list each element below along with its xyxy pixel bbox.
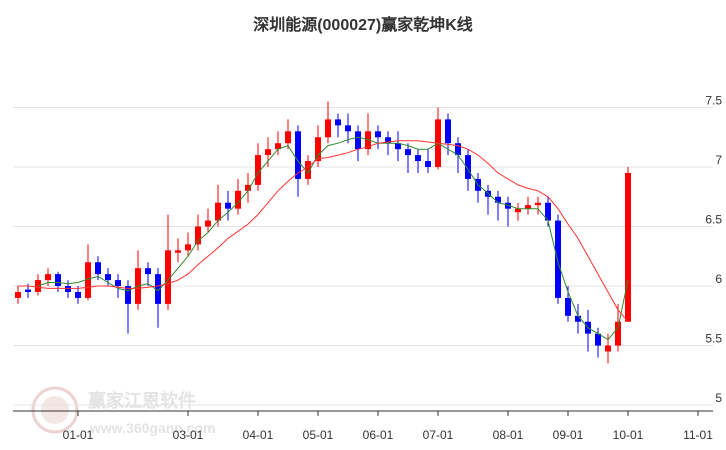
candle-body [425,161,431,168]
candle-body [465,155,471,179]
candle-body [25,289,31,292]
candle-body [185,244,191,251]
candle-body [605,345,611,352]
candle-body [245,184,251,191]
watermark-logo [31,386,79,434]
candle-body [65,286,71,292]
y-tick-label: 6 [715,272,722,286]
candle-body [165,250,171,304]
candle-body [365,131,371,150]
candle-body [445,119,451,144]
candle-body [625,172,631,322]
x-tick-label: 04-01 [243,428,274,442]
x-tick-label: 07-01 [423,428,454,442]
candle-body [535,202,541,206]
candle-body [55,274,61,287]
y-tick-label: 5 [715,391,722,405]
candle-body [35,280,41,292]
candle-body [325,119,331,138]
candle-body [85,262,91,298]
candle-body [285,131,291,144]
candle-body [375,131,381,138]
y-tick-label: 7.5 [705,94,722,108]
moving-average-line [37,136,629,341]
candle-body [115,280,121,287]
candle-body [75,291,81,298]
x-tick-label: 08-01 [493,428,524,442]
candle-body [405,149,411,156]
candle-body [515,208,521,213]
watermark-name: 赢家江恩软件 [88,390,196,411]
candle-body [545,202,551,221]
candle-body [145,268,151,275]
candle-body [265,149,271,156]
x-tick-label: 06-01 [363,428,394,442]
candle-body [205,220,211,227]
moving-average-line [18,140,629,323]
candle-body [335,119,341,126]
x-tick-label: 09-01 [553,428,584,442]
candle-body [105,274,111,281]
candle-body [555,220,561,298]
chart-title: 深圳能源(000027)赢家乾坤K线 [253,15,473,34]
candle-body [525,205,531,209]
candle-body [195,226,201,245]
candle-body [615,321,621,346]
y-tick-label: 5.5 [705,332,722,346]
candle-body [275,143,281,150]
candle-body [395,143,401,150]
candle-body [355,131,361,150]
x-tick-label: 01-01 [63,428,94,442]
candle-body [125,286,131,304]
x-tick-label: 05-01 [303,428,334,442]
candle-body [385,137,391,144]
candle-body [495,196,501,203]
candle-body [15,291,21,298]
candle-body [95,262,101,275]
watermark-logo-inner [41,396,69,424]
candle-body [225,202,231,209]
candle-body [175,250,181,253]
x-tick-label: 10-01 [613,428,644,442]
y-tick-label: 7 [715,153,722,167]
candle-body [455,143,461,156]
candle-body [305,161,311,179]
x-tick-label: 03-01 [173,428,204,442]
y-tick-label: 6.5 [705,213,722,227]
candle-body [505,202,511,209]
candle-body [155,274,161,304]
candle-body [215,202,221,221]
candle-body [315,137,321,162]
candle-body [345,125,351,132]
candle-body [235,190,241,209]
candle-body [595,333,601,346]
candle-body [295,131,301,179]
watermark-url: www.360gann.com [89,420,216,436]
candle-body [565,297,571,316]
candle-body [255,155,261,185]
candle-body [415,155,421,162]
candle-body [575,315,581,322]
candle-body [45,274,51,281]
watermark: 赢家江恩软件 www.360gann.com [31,386,216,436]
x-tick-label: 11-01 [683,428,713,442]
